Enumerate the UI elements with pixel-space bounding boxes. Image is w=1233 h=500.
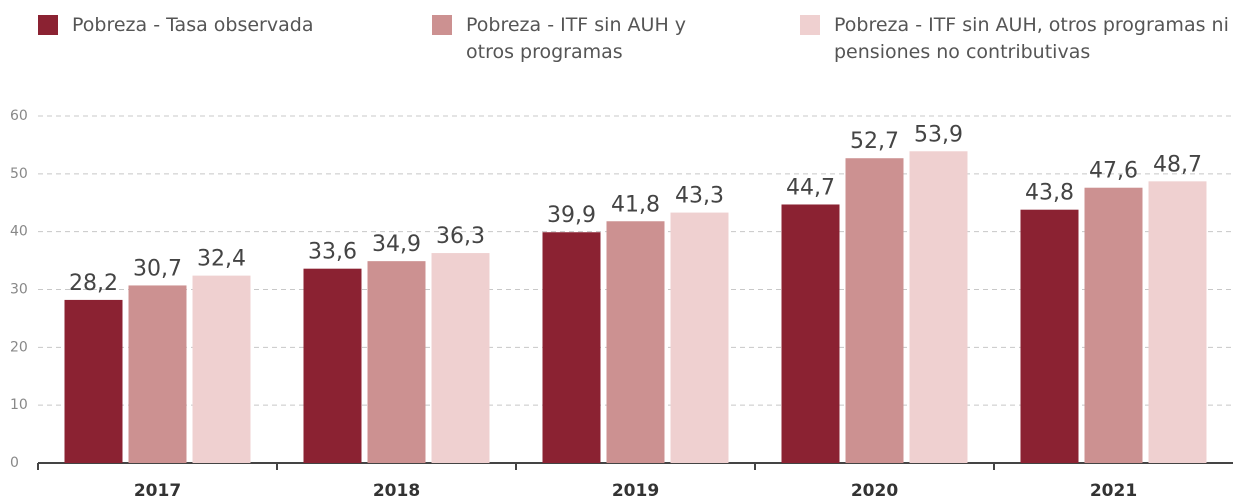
data-label: 43,8 bbox=[1025, 181, 1074, 206]
legend-item: Pobreza - ITF sin AUH y otros programas bbox=[432, 12, 692, 66]
bar bbox=[1148, 181, 1207, 463]
legend-label: Pobreza - ITF sin AUH, otros programas n… bbox=[834, 14, 1229, 63]
y-tick-label: 20 bbox=[10, 339, 28, 355]
legend-label: Pobreza - Tasa observada bbox=[72, 14, 314, 36]
bar bbox=[781, 204, 840, 464]
y-tick-label: 30 bbox=[10, 282, 28, 298]
x-tick-label: 2020 bbox=[851, 481, 898, 500]
bar bbox=[431, 253, 490, 463]
x-tick-label: 2019 bbox=[612, 481, 659, 500]
bar bbox=[606, 221, 665, 463]
data-label: 39,9 bbox=[547, 203, 596, 228]
data-label: 44,7 bbox=[786, 175, 835, 200]
data-label: 28,2 bbox=[69, 271, 118, 296]
data-label: 41,8 bbox=[611, 192, 660, 217]
bar bbox=[64, 299, 123, 463]
bar bbox=[1084, 187, 1143, 464]
data-label: 47,6 bbox=[1089, 159, 1138, 184]
data-label: 48,7 bbox=[1153, 152, 1202, 177]
bar bbox=[303, 268, 362, 463]
bar bbox=[192, 275, 251, 463]
y-tick-label: 0 bbox=[10, 455, 19, 471]
bar bbox=[845, 158, 904, 464]
y-tick-label: 60 bbox=[10, 108, 28, 124]
data-label: 52,7 bbox=[850, 129, 899, 154]
x-tick-label: 2018 bbox=[373, 481, 420, 500]
bar bbox=[542, 232, 601, 463]
data-label: 36,3 bbox=[436, 224, 485, 249]
legend: Pobreza - Tasa observada Pobreza - ITF si… bbox=[0, 12, 1233, 82]
bar bbox=[128, 285, 187, 463]
bar bbox=[670, 212, 729, 463]
x-tick-label: 2017 bbox=[134, 481, 181, 500]
data-label: 53,9 bbox=[914, 122, 963, 147]
bar bbox=[909, 151, 968, 464]
bar bbox=[1020, 209, 1079, 463]
legend-item: Pobreza - Tasa observada bbox=[38, 12, 338, 39]
data-label: 34,9 bbox=[372, 232, 421, 257]
x-tick-label: 2021 bbox=[1090, 481, 1137, 500]
legend-swatch bbox=[38, 15, 58, 35]
data-label: 33,6 bbox=[308, 240, 357, 265]
legend-swatch bbox=[800, 15, 820, 35]
data-label: 43,3 bbox=[675, 184, 724, 209]
legend-label: Pobreza - ITF sin AUH y otros programas bbox=[466, 14, 687, 63]
data-label: 30,7 bbox=[133, 256, 182, 281]
legend-item: Pobreza - ITF sin AUH, otros programas n… bbox=[800, 12, 1230, 66]
y-tick-label: 10 bbox=[10, 397, 28, 413]
y-tick-label: 50 bbox=[10, 166, 28, 182]
y-tick-label: 40 bbox=[10, 224, 28, 240]
data-label: 32,4 bbox=[197, 247, 246, 272]
legend-swatch bbox=[432, 15, 452, 35]
bar bbox=[367, 261, 426, 463]
